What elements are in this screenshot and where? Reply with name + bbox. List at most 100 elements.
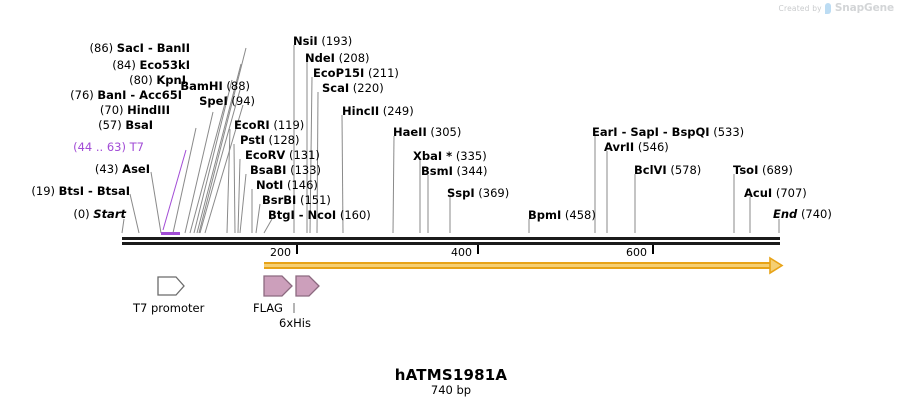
snapgene-watermark: Created by SnapGene [779,2,895,14]
enzyme-name-kpnI: KpnI [156,73,186,87]
leader-line-scaI [316,91,319,234]
ruler-label-400: 400 [451,246,472,259]
enzyme-label-aseI[interactable]: (43) AseI [0,163,150,175]
enzyme-label-hincII[interactable]: HincII (249) [342,105,414,117]
enzyme-label-avrII[interactable]: AvrII (546) [604,141,669,153]
enzyme-name-ecoRI: EcoRI [234,118,270,132]
ruler-tick-200 [296,245,298,254]
end-name: End [773,207,798,221]
enzyme-name-bsaI: BsaI [125,118,153,132]
t7-promoter-range-label[interactable]: (44 .. 63) T7 [0,141,144,153]
enzyme-label-bamHI[interactable]: BamHI (88) [130,80,250,92]
enzyme-label-ecoRV[interactable]: EcoRV (131) [245,149,320,161]
feature-label-6xhis[interactable]: 6xHis [279,316,311,330]
enzyme-name-bsmI: BsmI [421,164,453,178]
ruler-label-200: 200 [270,246,291,259]
enzyme-label-hindIII[interactable]: (70) HindIII [0,104,170,116]
leader-line-haeII [392,135,395,234]
enzyme-name-btsI: BtsI - BtsaI [58,184,130,198]
t7-promoter-name: T7 [129,140,144,154]
ruler-tick-600 [652,245,654,254]
ruler-tick-400 [477,245,479,254]
enzyme-label-btgI-ncoI[interactable]: BtgI - NcoI (160) [268,209,371,221]
enzyme-label-bpmI[interactable]: BpmI (458) [528,209,596,221]
enzyme-pos-bsaBI: (133) [290,163,322,177]
enzyme-label-kpnI[interactable]: (80) KpnI [0,74,186,86]
enzyme-pos-ecoRV: (131) [289,148,320,162]
enzyme-pos-bsaI: (57) [98,118,122,132]
enzyme-name-ecoRV: EcoRV [245,148,286,162]
leader-line-bsaI [172,127,197,234]
enzyme-label-tsoI[interactable]: TsoI (689) [733,164,793,176]
enzyme-label-banI-acc65I[interactable]: (76) BanI - Acc65I [0,89,182,101]
enzyme-label-bsaBI[interactable]: BsaBI (133) [250,164,321,176]
enzyme-label-bsmI[interactable]: BsmI (344) [421,165,487,177]
enzyme-label-btsI-btsaI[interactable]: (19) BtsI - BtsaI [0,185,130,197]
leader-line-bsaBI [239,173,247,234]
enzyme-name-aseI: AseI [122,162,150,176]
enzyme-pos-speI: (94) [231,94,255,108]
enzyme-pos-eco53kI: (84) [112,58,136,72]
sequence-length: 740 bp [430,383,472,397]
enzyme-pos-banI: (76) [70,88,94,102]
enzyme-label-haeII[interactable]: HaeII (305) [393,126,461,138]
leader-line-speI [204,104,244,234]
enzyme-pos-xbaI: (335) [455,149,487,163]
enzyme-label-nsiI[interactable]: NsiI (193) [293,35,352,47]
enzyme-pos-ecoP15I: (211) [367,66,399,80]
start-name: Start [93,207,126,221]
end-pos: (740) [800,207,832,221]
enzyme-name-earI: EarI - SapI - BspQI [592,125,710,139]
enzyme-label-xbaI[interactable]: XbaI * (335) [413,150,487,162]
enzyme-label-bsaI[interactable]: (57) BsaI [0,119,153,131]
leader-line-aseI [150,171,162,234]
enzyme-pos-btsI: (19) [31,184,56,198]
enzyme-pos-pstI: (128) [268,133,300,147]
enzyme-pos-bclVI: (578) [670,163,702,177]
enzyme-name-bpmI: BpmI [528,208,562,222]
enzyme-name-banI: BanI - Acc65I [97,88,182,102]
enzyme-label-ecoP15I[interactable]: EcoP15I (211) [313,67,399,79]
enzyme-pos-nsiI: (193) [321,34,353,48]
enzyme-label-speI[interactable]: SpeI (94) [130,95,255,107]
enzyme-label-scaI[interactable]: ScaI (220) [322,82,384,94]
enzyme-pos-aseI: (43) [94,162,119,176]
enzyme-name-haeII: HaeII [393,125,427,139]
watermark-brand-text: SnapGene [834,2,894,14]
leader-line-bamHI [199,89,241,234]
enzyme-label-ndeI[interactable]: NdeI (208) [305,52,370,64]
enzyme-name-hindIII: HindIII [127,103,170,117]
enzyme-name-sacI: SacI - BanII [116,41,190,55]
enzyme-label-earI-sapI-bspQI[interactable]: EarI - SapI - BspQI (533) [592,126,744,138]
t7-promoter-range: (44 .. 63) [73,140,126,154]
enzyme-pos-sacI: (86) [89,41,114,55]
enzyme-label-acuI[interactable]: AcuI (707) [744,187,807,199]
enzyme-label-sspI[interactable]: SspI (369) [447,187,509,199]
orf-arrow [264,256,784,275]
leader-line-t7-promoter [162,149,187,231]
sequence-backbone-bottom-line [122,242,780,245]
enzyme-label-ecoRI[interactable]: EcoRI (119) [234,119,304,131]
enzyme-name-bamHI: BamHI [180,79,223,93]
enzyme-name-scaI: ScaI [322,81,350,95]
leader-line-hincII [341,114,344,234]
enzyme-label-bsrBI[interactable]: BsrBI (151) [262,194,331,206]
enzyme-pos-earI: (533) [713,125,745,139]
leader-line-kpnI [193,79,233,234]
enzyme-label-pstI[interactable]: PstI (128) [240,134,299,146]
sequence-start-label[interactable]: (0) Start [0,208,126,220]
leader-line-banI [189,95,228,234]
enzyme-label-bclVI[interactable]: BclVI (578) [634,164,701,176]
enzyme-name-bsrBI: BsrBI [262,193,297,207]
sequence-end-label[interactable]: End (740) [773,208,832,220]
enzyme-label-notI[interactable]: NotI (146) [256,179,318,191]
enzyme-pos-notI: (146) [286,178,318,192]
enzyme-name-sspI: SspI [447,186,475,200]
feature-label-flag[interactable]: FLAG [253,301,283,315]
enzyme-label-eco53kI[interactable]: (84) Eco53kI [0,59,190,71]
enzyme-label-sacI-banII[interactable]: (86) SacI - BanII [0,42,190,54]
snapgene-logo-icon [824,2,832,14]
feature-label-t7-promoter[interactable]: T7 promoter [133,301,205,315]
